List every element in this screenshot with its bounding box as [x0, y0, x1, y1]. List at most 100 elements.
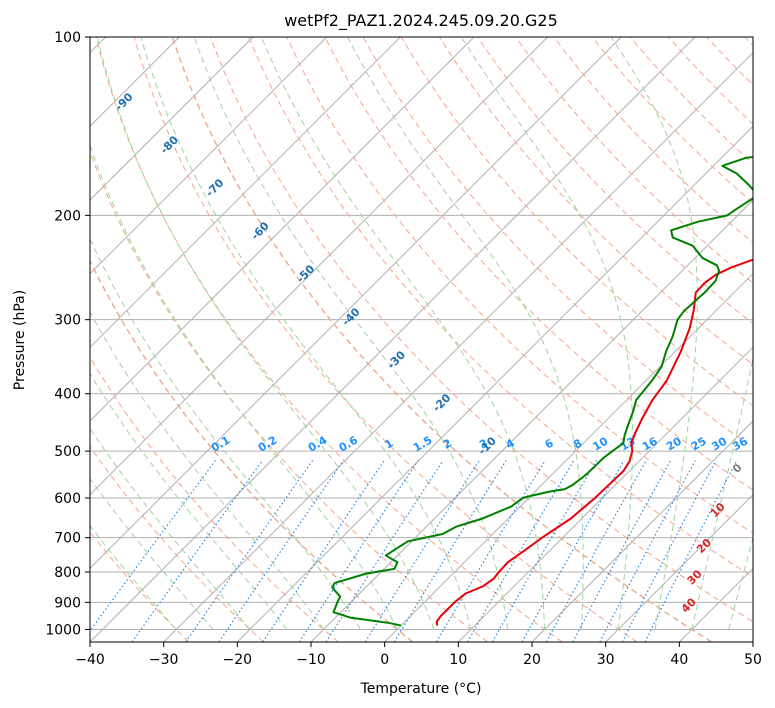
mixing-ratio-line-8: [393, 460, 507, 642]
plot-frame: [89, 36, 754, 643]
isotherm-6: [90, 37, 328, 275]
isotherm-13: [236, 125, 753, 642]
x-tick-label-5: 10: [449, 652, 467, 668]
moist-adiabat-8: [140, 37, 472, 630]
dry-adiabat-0: [90, 531, 190, 642]
isotherm-12: [163, 51, 753, 642]
mixing-ratio-line-9: [435, 460, 546, 642]
moist-adiabat-label-3: 30: [685, 567, 705, 587]
mixing-ratio-line-3: [218, 460, 345, 642]
isotherm-grid: [90, 37, 753, 642]
x-axis-ticks: −40 −30 −20 −10 0 10 20 30 40 50: [75, 642, 762, 668]
mixing-ratio-line-12: [521, 460, 625, 642]
ice-curve-0: [90, 259, 414, 642]
dry-adiabat-19: [629, 37, 753, 165]
mixing-ratio-line-7: [364, 460, 480, 642]
mixing-ratio-line-1: [131, 460, 263, 642]
moist-adiabat-9: [193, 37, 509, 630]
moist-adiabats: [90, 37, 753, 630]
moist-adiabat-15: [728, 536, 753, 630]
moist-adiabat-4: [90, 310, 324, 630]
profile-series: [331, 156, 753, 627]
mixing-ratio-lines: [90, 460, 738, 642]
y-tick-label-7: 800: [54, 565, 81, 581]
isotherm-8: [90, 37, 475, 422]
moist-adiabat-6: [90, 143, 398, 630]
isotherm-11: [90, 37, 696, 642]
dry-adiabat-1: [90, 445, 264, 642]
x-tick-label-0: −40: [75, 652, 105, 668]
isotherm-15: [384, 272, 753, 642]
x-tick-label-1: −30: [149, 652, 179, 668]
dry-adiabat-label-3: -70: [203, 176, 226, 199]
moist-adiabat-12: [460, 37, 634, 630]
ice-curves: [90, 37, 713, 642]
moist-adiabat-5: [90, 237, 361, 630]
mixing-ratio-line-2: [185, 460, 314, 642]
chart-title: wetPf2_PAZ1.2024.245.09.20.G25: [284, 11, 558, 31]
dry-adiabat-label-0: -100: [64, 44, 93, 73]
y-tick-label-6: 700: [54, 531, 81, 547]
moist-adiabat-2: [90, 427, 251, 630]
dry-adiabat-2: [90, 356, 339, 642]
x-tick-label-2: −20: [223, 652, 253, 668]
moist-adiabat-label-4: 40: [679, 595, 699, 615]
dry-adiabat-15: [477, 37, 753, 325]
dry-adiabat-label-1: -90: [112, 90, 135, 113]
moist-adiabat-7: [96, 37, 435, 630]
series-line-1: [331, 156, 753, 627]
dry-adiabats: [90, 37, 753, 642]
dry-adiabat-16: [515, 37, 753, 284]
moist-adiabat-10: [260, 37, 546, 630]
series-line-0: [435, 258, 753, 626]
x-tick-label-3: −10: [296, 652, 326, 668]
y-tick-label-3: 400: [54, 387, 81, 403]
y-tick-label-8: 900: [54, 595, 81, 611]
dry-adiabat-label-9: -10: [476, 434, 499, 457]
isotherm-16: [457, 346, 753, 642]
mixing-ratio-line-13: [545, 460, 647, 642]
moist-adiabat-0: [90, 524, 177, 630]
y-tick-label-5: 600: [54, 491, 81, 507]
isotherm-18: [605, 493, 753, 642]
moist-adiabat-label-1: 10: [708, 500, 728, 520]
dry-adiabat-5: [95, 37, 563, 642]
x-axis-label: Temperature (°C): [360, 681, 482, 697]
moist-adiabat-13: [610, 37, 698, 630]
dry-adiabat-18: [591, 37, 753, 204]
isotherm-10: [90, 37, 622, 570]
dry-adiabat-label-5: -50: [294, 262, 317, 285]
moist-adiabat-1: [90, 477, 214, 630]
mixing-ratio-label-9: 6: [543, 436, 556, 451]
isotherm-7: [90, 37, 401, 349]
dry-adiabat-12: [362, 37, 753, 449]
mixing-ratio-line-4: [262, 460, 385, 642]
moist-adiabat-11: [347, 37, 584, 630]
dry-adiabat-17: [553, 37, 753, 244]
x-tick-label-6: 20: [523, 652, 541, 668]
dry-adiabat-label-2: -80: [158, 133, 181, 156]
x-tick-label-9: 50: [744, 652, 762, 668]
isotherm-20: [752, 641, 753, 642]
x-tick-label-4: 0: [380, 652, 389, 668]
y-tick-label-9: 1000: [45, 622, 81, 638]
moist-adiabat-14: [691, 355, 753, 630]
mixing-ratio-line-14: [572, 460, 672, 642]
x-tick-label-8: 40: [670, 652, 688, 668]
mixing-ratio-label-8: 4: [504, 436, 517, 451]
mixing-ratio-line-10: [466, 460, 575, 642]
isotherm-9: [90, 37, 549, 496]
mixing-ratio-line-11: [491, 460, 598, 642]
plot-area: 0.1 0.2 0.4 0.6 1 1.5 2 3 4 6 8 10 13 16 20 25 30 36-100-…: [64, 37, 753, 642]
y-axis-label: Pressure (hPa): [12, 290, 28, 390]
dry-adiabat-13: [400, 37, 753, 407]
mixing-ratio-line-5: [298, 460, 419, 642]
x-tick-label-7: 30: [597, 652, 615, 668]
y-tick-label-0: 100: [54, 30, 81, 46]
dry-adiabat-9: [248, 37, 753, 578]
isobar-grid: [90, 37, 753, 630]
mixing-ratio-line-15: [599, 460, 696, 642]
dry-adiabat-4: [90, 150, 488, 642]
